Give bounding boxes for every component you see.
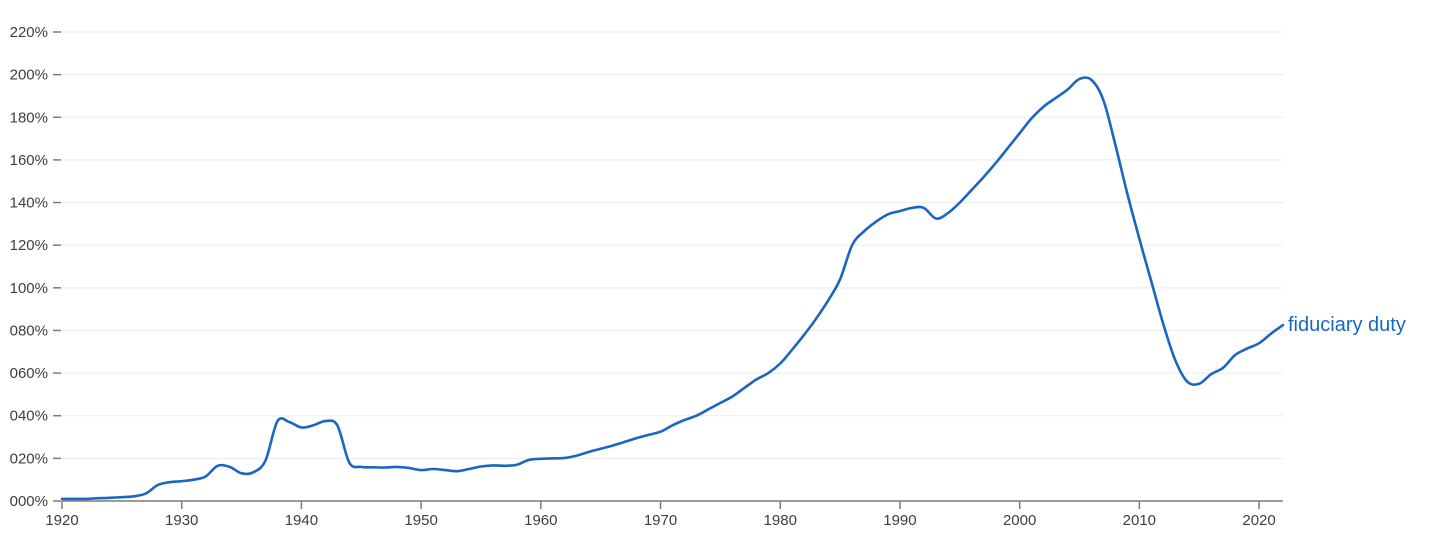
x-tick-label: 1940 — [285, 512, 318, 529]
grid — [62, 31, 1283, 459]
y-tick-label: 080% — [10, 322, 48, 339]
y-axis: 000% 020% 040% 060% 080% 100% 120% 140% 160% 180%… — [10, 24, 61, 510]
y-tick-label: 020% — [10, 450, 48, 467]
y-tick-label: 200% — [10, 67, 48, 84]
x-axis: 1920 1930 1940 1950 1960 1970 1980 1990 2000 2010… — [45, 500, 1283, 529]
x-tick-label: 1990 — [883, 512, 916, 529]
x-tick-label: 1960 — [524, 512, 557, 529]
series-line-0[interactable] — [60, 76, 1285, 501]
x-tick-label: 1970 — [644, 512, 677, 529]
x-tick-label: 1930 — [165, 512, 198, 529]
y-tick-label: 060% — [10, 365, 48, 382]
y-tick-label: 160% — [10, 152, 48, 169]
y-tick-label: 180% — [10, 109, 48, 126]
x-tick-label: 1950 — [404, 512, 437, 529]
y-tick-label: 220% — [10, 24, 48, 41]
series-label: fiduciary duty — [1288, 314, 1406, 336]
y-tick-label: 000% — [10, 493, 48, 510]
x-tick-label: 2020 — [1242, 512, 1275, 529]
series-layer: fiduciary duty — [60, 76, 1406, 501]
y-tick-label: 120% — [10, 237, 48, 254]
x-tick-label: 1980 — [764, 512, 797, 529]
x-tick-label: 2010 — [1123, 512, 1156, 529]
y-tick-label: 100% — [10, 280, 48, 297]
y-tick-label: 040% — [10, 408, 48, 425]
x-tick-label: 2000 — [1003, 512, 1036, 529]
y-tick-label: 140% — [10, 195, 48, 212]
x-tick-label: 1920 — [45, 512, 78, 529]
